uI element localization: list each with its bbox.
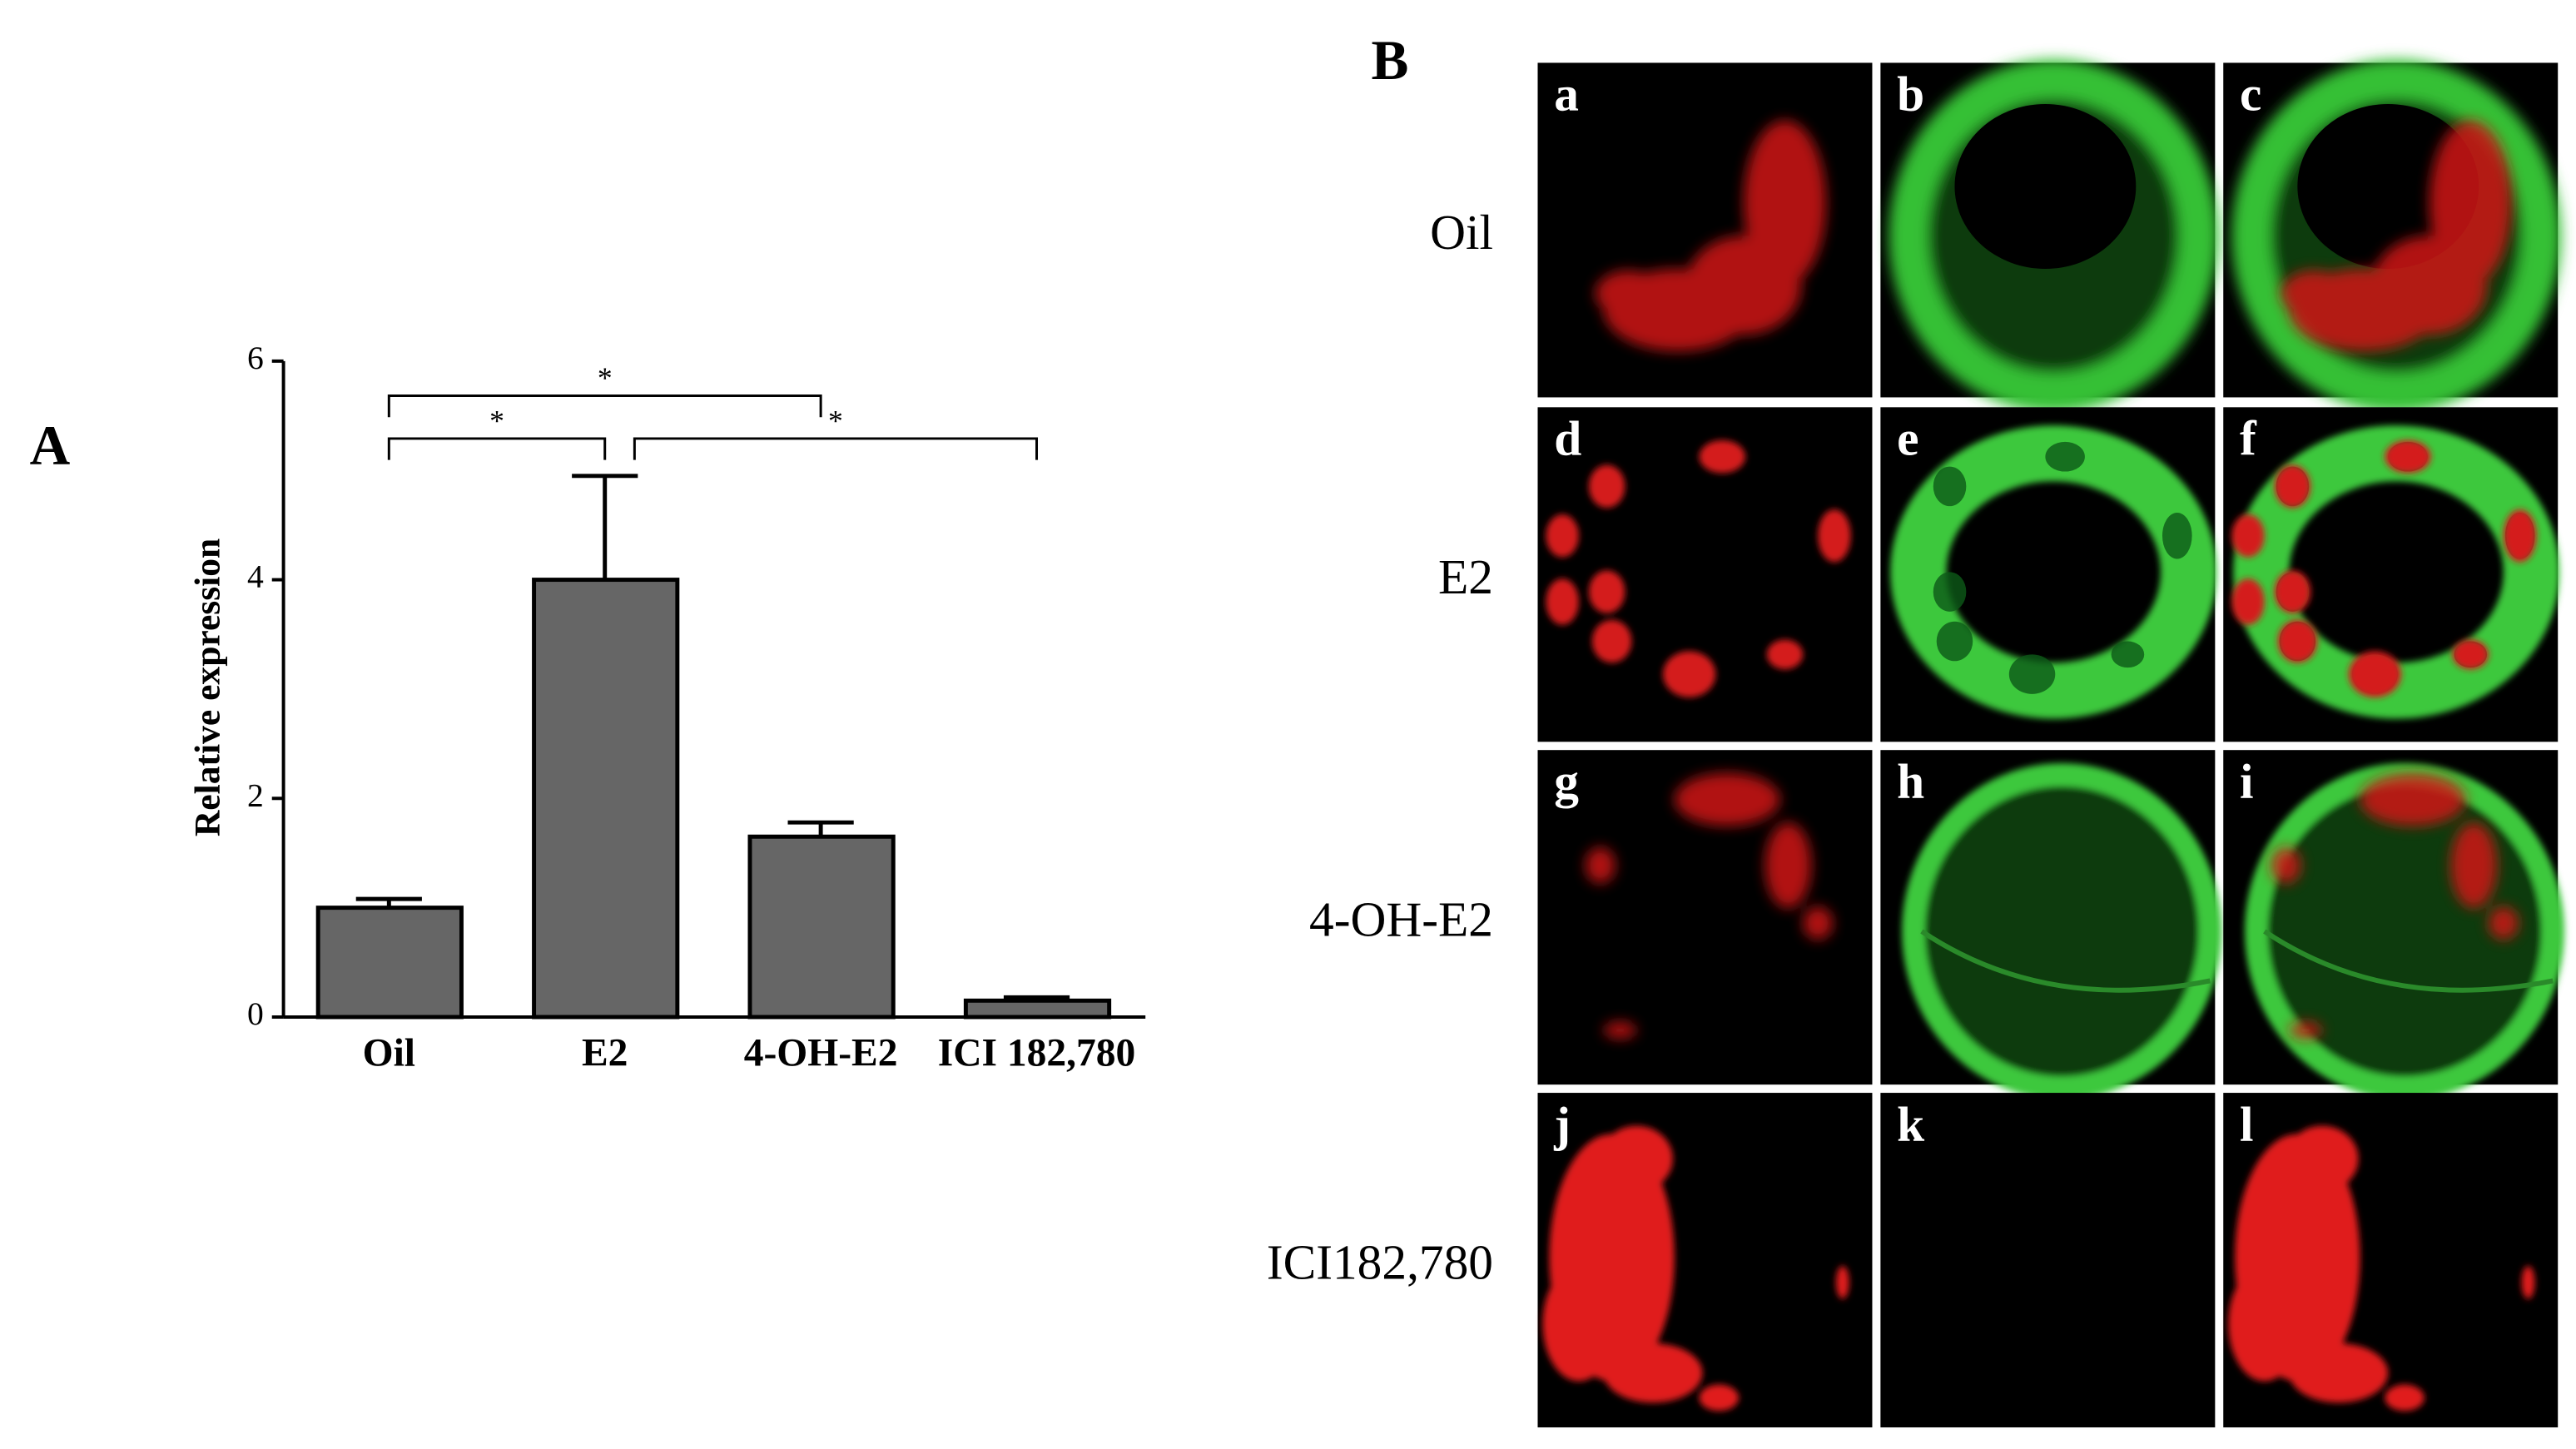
panel-label: A bbox=[30, 414, 71, 477]
microscopy-grid: Oil a b c E2 d e f 4-OH-E2 g h i ICI182,780 j k l bbox=[1267, 62, 2559, 1428]
y-axis-label: Relative expression bbox=[187, 538, 227, 836]
row-label: E2 bbox=[1438, 549, 1493, 604]
y-tick-label: 2 bbox=[247, 777, 264, 813]
x-tick-label: E2 bbox=[582, 1031, 628, 1074]
image-label: e bbox=[1897, 411, 1918, 466]
micrograph: k bbox=[1880, 1093, 2216, 1428]
image-label: d bbox=[1554, 411, 1581, 466]
y-tick-label: 4 bbox=[247, 558, 264, 595]
x-tick-label: 4-OH-E2 bbox=[744, 1031, 898, 1074]
image-label: a bbox=[1554, 67, 1579, 122]
micrograph: l bbox=[2223, 1093, 2559, 1428]
row-label: Oil bbox=[1430, 205, 1493, 260]
micrograph: h bbox=[1880, 750, 2215, 1088]
micrograph: f bbox=[2223, 407, 2558, 742]
bar bbox=[747, 834, 896, 1020]
significance-bracket bbox=[387, 394, 822, 418]
micrograph: g bbox=[1537, 750, 1873, 1085]
x-tick-label: Oil bbox=[363, 1031, 415, 1074]
row-label: ICI182,780 bbox=[1267, 1235, 1493, 1290]
row-label: 4-OH-E2 bbox=[1309, 892, 1493, 947]
micrograph: i bbox=[2223, 750, 2558, 1088]
micrograph: e bbox=[1880, 407, 2215, 742]
y-tick-label: 0 bbox=[247, 995, 264, 1032]
x-tick-label: ICI 182,780 bbox=[938, 1031, 1136, 1074]
bar bbox=[315, 906, 464, 1020]
significance-label: * bbox=[828, 404, 843, 437]
image-label: l bbox=[2240, 1096, 2254, 1151]
image-label: i bbox=[2240, 753, 2254, 808]
image-label: b bbox=[1897, 67, 1924, 122]
significance-bracket bbox=[633, 437, 1039, 460]
image-label: k bbox=[1897, 1096, 1924, 1151]
y-tick-label: 6 bbox=[247, 340, 264, 376]
image-label: f bbox=[2240, 411, 2257, 466]
micrograph: j bbox=[1537, 1093, 1873, 1428]
micrograph: a bbox=[1537, 62, 1873, 398]
significance-label: * bbox=[598, 361, 613, 395]
fluorescence bbox=[1908, 79, 2199, 392]
image-label: c bbox=[2240, 67, 2261, 122]
image-background bbox=[1880, 1093, 2216, 1428]
image-label: g bbox=[1554, 753, 1579, 808]
image-label: j bbox=[1553, 1096, 1571, 1151]
fluorescence bbox=[1913, 775, 2210, 1088]
panel-label: B bbox=[1371, 29, 1408, 92]
significance-bracket bbox=[387, 437, 607, 460]
bar bbox=[532, 578, 680, 1020]
bar bbox=[963, 998, 1112, 1020]
micrograph: c bbox=[2223, 62, 2558, 397]
image-label: h bbox=[1897, 753, 1924, 808]
micrograph: b bbox=[1880, 62, 2215, 397]
significance-label: * bbox=[489, 404, 504, 437]
micrograph: d bbox=[1537, 407, 1873, 742]
